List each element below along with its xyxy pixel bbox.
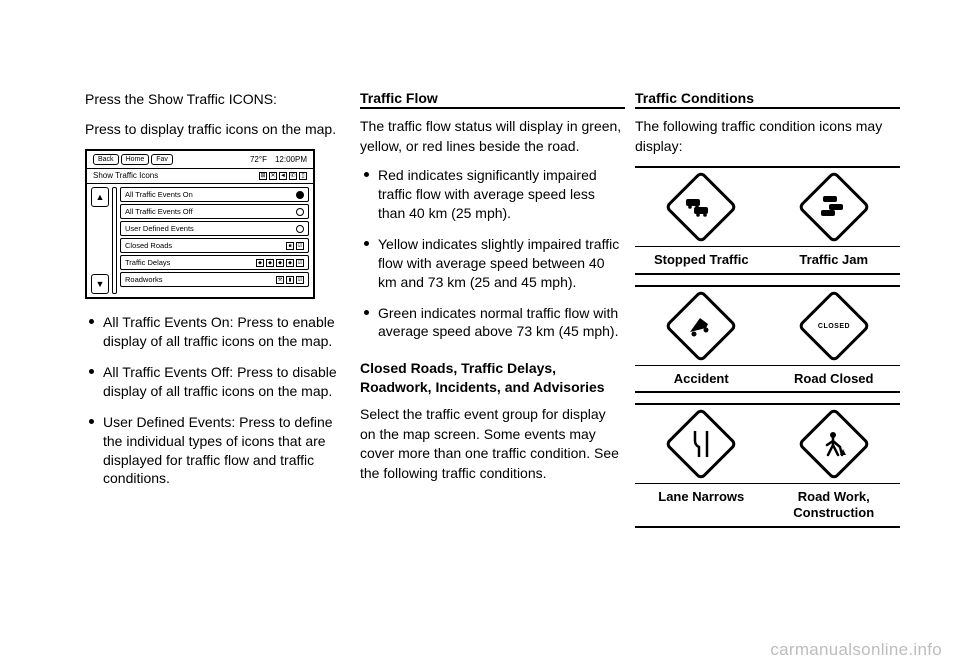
ss-row: All Traffic Events On	[120, 187, 309, 202]
ss-fav-button: Fav	[151, 154, 173, 165]
ss-rows-container: All Traffic Events On All Traffic Events…	[120, 187, 309, 294]
bullet: Green indicates normal traffic flow with…	[364, 304, 625, 342]
sign-grid: Stopped Traffic Traffic Jam	[635, 166, 900, 527]
ss-row-label: Closed Roads	[125, 241, 172, 250]
ss-row: Closed Roads ■☑	[120, 238, 309, 253]
sign-label: Stopped Traffic	[635, 247, 768, 273]
roadwork-mini-icon: ⚒	[276, 276, 284, 284]
radio-unselected-icon	[296, 208, 304, 216]
intro-text-1: Press the Show Traffic ICONS:	[85, 90, 350, 110]
status-icon: ✕	[269, 172, 277, 180]
lane-narrows-icon	[664, 408, 738, 482]
sign-label: Accident	[635, 366, 768, 392]
ss-subtitle: Show Traffic Icons	[93, 171, 158, 180]
status-icon: ⊞	[259, 172, 267, 180]
closed-roads-text: Select the traffic event group for displ…	[360, 405, 625, 483]
stopped-traffic-icon	[664, 170, 738, 244]
column-1: Press the Show Traffic ICONS: Press to d…	[85, 90, 350, 528]
intro-text-2: Press to display traffic icons on the ma…	[85, 120, 350, 140]
sign-label: Road Work, Construction	[768, 484, 901, 525]
ss-row-label: Roadworks	[125, 275, 163, 284]
road-closed-icon: CLOSED	[797, 289, 871, 363]
delay-icon: ◆	[256, 259, 264, 267]
status-icon: ▯	[299, 172, 307, 180]
bullet: Yellow indicates slightly impaired traff…	[364, 235, 625, 292]
ss-temperature: 72°F	[250, 155, 267, 164]
column-2: Traffic Flow The traffic flow status wil…	[360, 90, 625, 528]
delay-icon: ◆	[286, 259, 294, 267]
watermark: carmanualsonline.info	[770, 640, 942, 660]
radio-unselected-icon	[296, 225, 304, 233]
sign-row: CLOSED Accident Road Closed	[635, 285, 900, 394]
checkbox-icon: ☑	[296, 242, 304, 250]
checkbox-icon: ☑	[296, 276, 304, 284]
status-icon: ◄	[279, 172, 287, 180]
delay-icon: ◆	[276, 259, 284, 267]
scroll-up-icon: ▲	[91, 187, 109, 207]
delay-icon: ◆	[266, 259, 274, 267]
closed-road-icon: ■	[286, 242, 294, 250]
ss-row-label: Traffic Delays	[125, 258, 170, 267]
road-work-icon	[797, 408, 871, 482]
ss-time: 12:00PM	[275, 155, 307, 164]
sign-label: Road Closed	[768, 366, 901, 392]
ss-row-label: All Traffic Events On	[125, 190, 193, 199]
traffic-flow-heading: Traffic Flow	[360, 90, 625, 109]
flow-intro: The traffic flow status will display in …	[360, 117, 625, 156]
bullet: All Traffic Events On: Press to enable d…	[89, 313, 350, 351]
traffic-conditions-heading: Traffic Conditions	[635, 90, 900, 109]
scroll-down-icon: ▼	[91, 274, 109, 294]
ss-back-button: Back	[93, 154, 119, 165]
scrollbar	[112, 187, 117, 294]
bullet: User Defined Events: Press to define the…	[89, 413, 350, 489]
roadwork-mini-icon: ▮	[286, 276, 294, 284]
sign-label: Lane Narrows	[635, 484, 768, 525]
radio-selected-icon	[296, 191, 304, 199]
sign-row: Lane Narrows Road Work, Construction	[635, 403, 900, 527]
sign-label: Traffic Jam	[768, 247, 901, 273]
status-icon: ✆	[289, 172, 297, 180]
column-3: Traffic Conditions The following traffic…	[635, 90, 900, 528]
traffic-jam-icon	[797, 170, 871, 244]
ss-row: User Defined Events	[120, 221, 309, 236]
ss-row: Roadworks ⚒ ▮ ☑	[120, 272, 309, 287]
ss-row: All Traffic Events Off	[120, 204, 309, 219]
checkbox-icon: ☑	[296, 259, 304, 267]
conditions-intro: The following traffic condition icons ma…	[635, 117, 900, 156]
bullet: All Traffic Events Off: Press to disable…	[89, 363, 350, 401]
accident-icon	[664, 289, 738, 363]
ss-row-label: User Defined Events	[125, 224, 194, 233]
ss-row: Traffic Delays ◆ ◆ ◆ ◆ ☑	[120, 255, 309, 270]
ss-home-button: Home	[121, 154, 150, 165]
bullet: Red indicates significantly impaired tra…	[364, 166, 625, 223]
sign-row: Stopped Traffic Traffic Jam	[635, 166, 900, 275]
closed-roads-heading: Closed Roads, Traffic Delays, Roadwork, …	[360, 359, 625, 397]
nav-screenshot: Back Home Fav 72°F 12:00PM Show Traffic …	[85, 149, 315, 299]
ss-row-label: All Traffic Events Off	[125, 207, 193, 216]
